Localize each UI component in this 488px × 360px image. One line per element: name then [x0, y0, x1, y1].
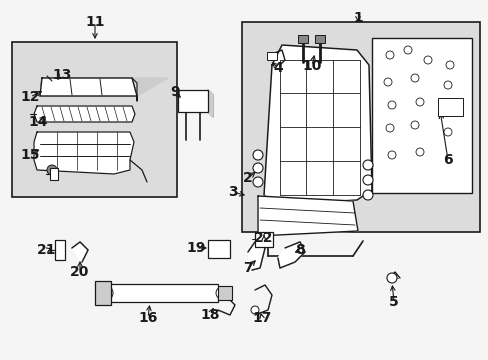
Text: 22: 22 — [254, 231, 273, 245]
Circle shape — [47, 165, 57, 175]
Polygon shape — [258, 196, 357, 236]
Text: 16: 16 — [138, 311, 157, 325]
Text: 9: 9 — [170, 85, 180, 99]
Text: 7: 7 — [243, 261, 252, 275]
Circle shape — [415, 98, 423, 106]
Bar — [371, 38, 471, 193]
Circle shape — [386, 273, 396, 283]
Circle shape — [410, 74, 418, 82]
Circle shape — [410, 121, 418, 129]
Polygon shape — [247, 242, 264, 270]
Bar — [50, 168, 58, 180]
Bar — [266, 52, 276, 60]
Text: 6: 6 — [442, 153, 452, 167]
Bar — [314, 35, 325, 43]
Text: 19: 19 — [186, 241, 205, 255]
Circle shape — [252, 177, 263, 187]
Bar — [95, 281, 111, 305]
Text: 10: 10 — [302, 59, 321, 73]
Polygon shape — [264, 45, 371, 205]
Polygon shape — [72, 242, 88, 262]
Circle shape — [415, 148, 423, 156]
Circle shape — [443, 128, 451, 136]
Circle shape — [252, 163, 263, 173]
Circle shape — [97, 285, 113, 301]
Circle shape — [387, 151, 395, 159]
Text: 17: 17 — [252, 311, 271, 325]
Circle shape — [385, 51, 393, 59]
Circle shape — [252, 150, 263, 160]
Text: 20: 20 — [70, 265, 89, 279]
Circle shape — [216, 287, 227, 299]
Text: 3: 3 — [228, 185, 237, 199]
Text: 5: 5 — [388, 295, 398, 309]
Bar — [178, 90, 207, 112]
Text: 13: 13 — [52, 68, 72, 82]
Circle shape — [445, 104, 453, 112]
Circle shape — [443, 81, 451, 89]
Text: 11: 11 — [85, 15, 104, 29]
Text: 8: 8 — [295, 243, 304, 257]
Text: 18: 18 — [200, 308, 219, 322]
Polygon shape — [207, 90, 213, 117]
Bar — [242, 22, 479, 232]
Text: 2: 2 — [243, 171, 252, 185]
Text: 4: 4 — [273, 61, 282, 75]
Polygon shape — [34, 106, 135, 122]
Polygon shape — [132, 78, 168, 101]
Circle shape — [362, 160, 372, 170]
Text: 21: 21 — [37, 243, 57, 257]
Circle shape — [362, 175, 372, 185]
Circle shape — [423, 56, 431, 64]
Bar — [108, 284, 218, 302]
Bar — [207, 240, 229, 258]
Polygon shape — [34, 132, 134, 174]
Bar — [55, 240, 65, 260]
Circle shape — [385, 124, 393, 132]
Text: 15: 15 — [20, 148, 40, 162]
Bar — [437, 98, 462, 116]
Text: 12: 12 — [20, 90, 40, 104]
Polygon shape — [40, 78, 137, 96]
Circle shape — [445, 61, 453, 69]
Circle shape — [403, 46, 411, 54]
Text: 1: 1 — [352, 11, 362, 25]
Polygon shape — [278, 242, 305, 268]
Bar — [12, 42, 177, 197]
Circle shape — [383, 78, 391, 86]
Bar — [254, 232, 272, 247]
Circle shape — [362, 190, 372, 200]
Circle shape — [250, 306, 259, 314]
Bar — [218, 286, 231, 300]
Circle shape — [387, 101, 395, 109]
Text: 14: 14 — [28, 115, 48, 129]
Bar — [297, 35, 307, 43]
